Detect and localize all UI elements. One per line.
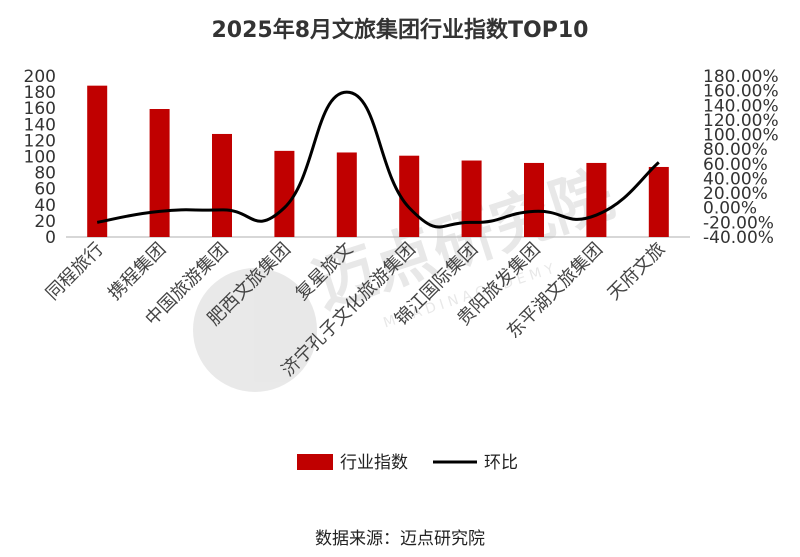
bar	[274, 150, 295, 237]
y-left-tick-label: 180	[24, 83, 56, 103]
y-right-tick-label: 120.00%	[703, 111, 779, 131]
y-right-tick-label: 180.00%	[703, 67, 779, 87]
y-left-tick-label: 100	[24, 148, 56, 168]
legend-bar-label: 行业指数	[340, 453, 408, 473]
line-series-path	[96, 90, 660, 229]
y-right-tick-label: -20.00%	[703, 213, 774, 233]
bar	[149, 109, 170, 237]
chart-title: 2025年8月文旅集团行业指数TOP10	[211, 18, 589, 43]
category-label: 同程旅行	[42, 239, 108, 305]
bar	[212, 133, 232, 237]
bar	[524, 162, 544, 237]
watermark-logo	[193, 268, 317, 392]
legend-bar-swatch	[297, 454, 333, 470]
y-right-tick-label: 40.00%	[703, 169, 768, 189]
y-left-tick-label: 60	[34, 180, 56, 200]
y-left-tick-label: 160	[24, 99, 56, 119]
y-left-tick-label: 200	[24, 67, 56, 87]
legend: 行业指数 环比	[297, 453, 518, 473]
legend-line-label: 环比	[484, 453, 518, 473]
bar	[648, 166, 669, 237]
line-series	[96, 90, 660, 229]
bar	[461, 160, 482, 237]
bar	[87, 85, 108, 237]
y-right-tick-label: 20.00%	[703, 184, 768, 204]
y-right-tick-label: 100.00%	[703, 126, 779, 146]
bar-series	[87, 85, 669, 237]
y-right-tick-label: 140.00%	[703, 96, 779, 116]
y-right-tick-label: 80.00%	[703, 140, 768, 160]
y-right-tick-label: 0.00%	[703, 199, 757, 219]
bar	[336, 152, 357, 237]
bar	[586, 162, 607, 237]
category-label: 携程集团	[104, 239, 170, 305]
y-left-tick-label: 0	[45, 228, 56, 248]
y-left-tick-label: 120	[24, 131, 56, 151]
y-right-tick-label: -40.00%	[703, 228, 774, 248]
y-left-tick-label: 40	[34, 196, 56, 216]
category-label: 天府文旅	[604, 239, 670, 305]
y-right-tick-label: 60.00%	[703, 155, 768, 175]
y-left-tick-label: 80	[34, 164, 56, 184]
y-right-tick-label: 160.00%	[703, 82, 779, 102]
y-left-tick-label: 20	[34, 212, 56, 232]
y-left-tick-label: 140	[24, 115, 56, 135]
source-note: 数据来源：迈点研究院	[315, 529, 485, 549]
bar	[399, 155, 420, 237]
